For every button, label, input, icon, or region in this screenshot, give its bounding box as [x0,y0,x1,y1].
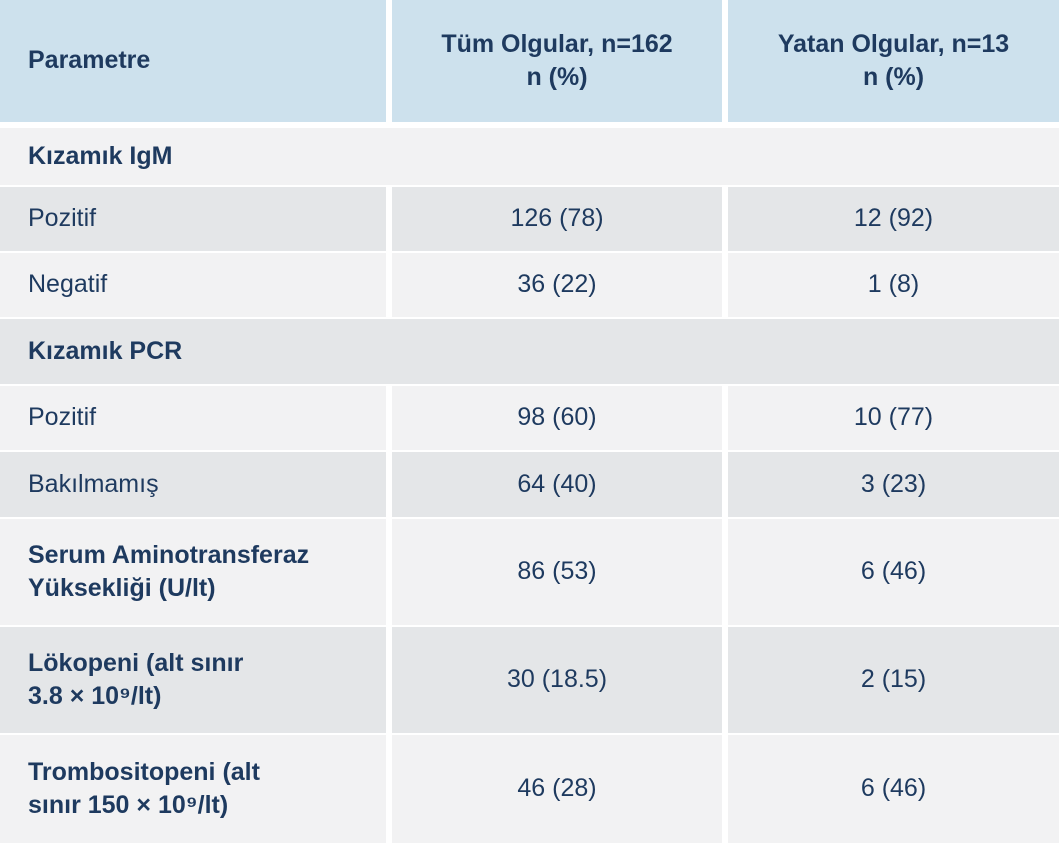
value-cell-yatan: 10 (77) [728,386,1059,450]
section-row-kizamik-igm: Kızamık IgM [0,128,1059,185]
value-cell-yatan: 12 (92) [728,187,1059,251]
row-label: Pozitif [28,403,97,432]
row-label: Trombositopeni (alt sınır 150 × 10⁹/lt) [28,757,260,820]
value-cell-yatan: 6 (46) [728,735,1059,843]
table-row: Serum Aminotransferaz Yüksekliği (U/lt) … [0,519,1059,625]
row-label-cell: Trombositopeni (alt sınır 150 × 10⁹/lt) [0,735,386,843]
table-row: Pozitif 126 (78) 12 (92) [0,187,1059,251]
row-label: Pozitif [28,204,97,233]
header-label-parametre: Parametre [28,46,151,75]
value-yatan: 12 (92) [853,204,934,233]
value-cell-tum: 98 (60) [392,386,722,450]
header-cell-yatan-olgular: Yatan Olgular, n=13 n (%) [728,0,1059,122]
header-cell-parametre: Parametre [0,0,386,122]
row-label-cell: Pozitif [0,386,386,450]
value-tum: 46 (28) [517,774,597,803]
section-row-kizamik-pcr: Kızamık PCR [0,319,1059,384]
value-yatan: 2 (15) [860,665,927,694]
value-cell-tum: 46 (28) [392,735,722,843]
value-tum: 126 (78) [510,204,604,233]
section-label: Kızamık PCR [28,337,183,365]
value-cell-yatan: 6 (46) [728,519,1059,625]
value-tum: 64 (40) [517,469,597,498]
table-row: Trombositopeni (alt sınır 150 × 10⁹/lt) … [0,735,1059,843]
header-label-tum-olgular: Tüm Olgular, n=162 n (%) [441,29,673,92]
row-label-cell: Pozitif [0,187,386,251]
value-cell-tum: 64 (40) [392,452,722,517]
table-row: Pozitif 98 (60) 10 (77) [0,386,1059,450]
row-label: Lökopeni (alt sınır 3.8 × 10⁹/lt) [28,648,244,711]
table-row: Bakılmamış 64 (40) 3 (23) [0,452,1059,517]
table-row: Lökopeni (alt sınır 3.8 × 10⁹/lt) 30 (18… [0,627,1059,733]
table-header-row: Parametre Tüm Olgular, n=162 n (%) Yatan… [0,0,1059,122]
table-row: Negatif 36 (22) 1 (8) [0,253,1059,317]
value-tum: 30 (18.5) [506,665,608,694]
header-label-yatan-olgular: Yatan Olgular, n=13 n (%) [777,29,1010,92]
value-tum: 36 (22) [517,270,597,299]
row-label-cell: Bakılmamış [0,452,386,517]
value-cell-yatan: 1 (8) [728,253,1059,317]
value-yatan: 6 (46) [860,557,927,586]
value-tum: 86 (53) [517,557,597,586]
header-cell-tum-olgular: Tüm Olgular, n=162 n (%) [392,0,722,122]
row-label-cell: Negatif [0,253,386,317]
value-yatan: 1 (8) [867,270,920,299]
section-label: Kızamık IgM [28,142,173,170]
row-label: Serum Aminotransferaz Yüksekliği (U/lt) [28,540,310,603]
row-label-cell: Serum Aminotransferaz Yüksekliği (U/lt) [0,519,386,625]
value-cell-yatan: 3 (23) [728,452,1059,517]
value-cell-yatan: 2 (15) [728,627,1059,733]
row-label-cell: Lökopeni (alt sınır 3.8 × 10⁹/lt) [0,627,386,733]
row-label: Negatif [28,270,108,299]
value-cell-tum: 30 (18.5) [392,627,722,733]
value-yatan: 6 (46) [860,774,927,803]
row-label: Bakılmamış [28,469,159,498]
value-cell-tum: 36 (22) [392,253,722,317]
value-cell-tum: 126 (78) [392,187,722,251]
value-yatan: 10 (77) [853,403,934,432]
value-tum: 98 (60) [517,403,597,432]
value-cell-tum: 86 (53) [392,519,722,625]
value-yatan: 3 (23) [860,469,927,498]
